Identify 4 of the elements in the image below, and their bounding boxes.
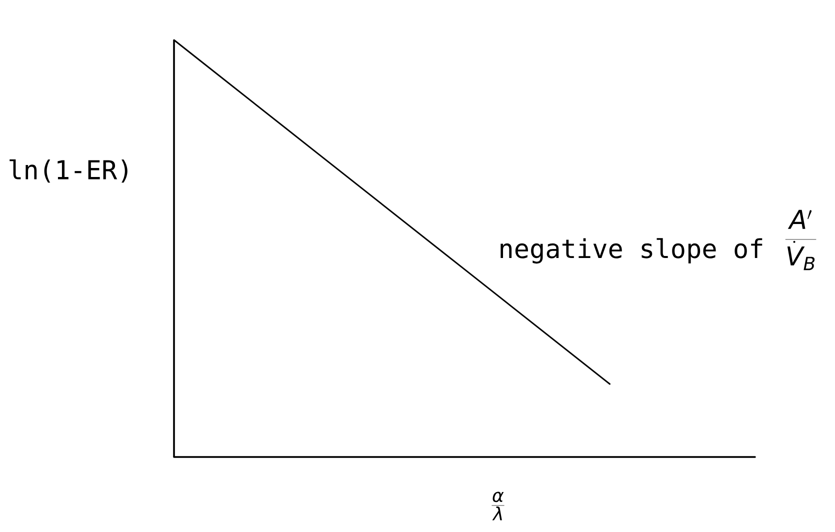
y-axis-title: ln(1-ER) <box>10 159 128 183</box>
x-axis-title: $\frac{\alpha}{\lambda}$ <box>492 492 504 520</box>
annotation: negative slope of <box>500 238 762 264</box>
text: $\frac{A'}{\dot{V}_B}$ <box>785 210 816 270</box>
